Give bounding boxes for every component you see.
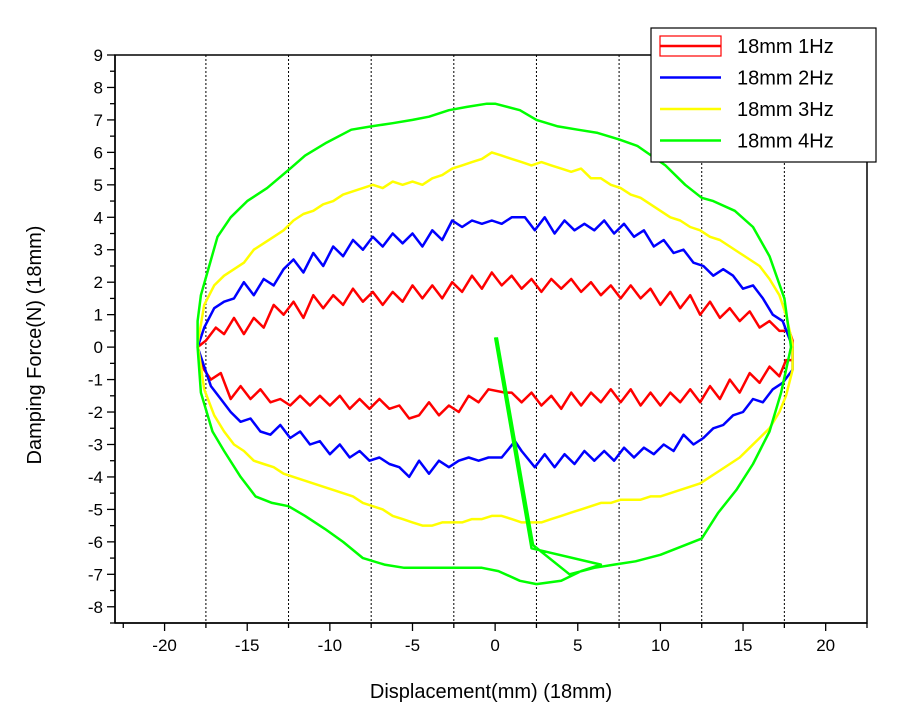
x-tick-label: -10 bbox=[318, 636, 343, 655]
y-tick-label: 7 bbox=[94, 111, 103, 130]
y-tick-label: -6 bbox=[88, 533, 103, 552]
y-tick-label: 0 bbox=[94, 338, 103, 357]
y-tick-label: 9 bbox=[94, 46, 103, 65]
series-line-0 bbox=[196, 271, 794, 420]
y-tick-label: 6 bbox=[94, 143, 103, 162]
y-tick-label: 5 bbox=[94, 176, 103, 195]
x-axis-title: Displacement(mm) (18mm) bbox=[370, 681, 612, 703]
x-tick-label: 0 bbox=[490, 636, 499, 655]
x-tick-label: 10 bbox=[651, 636, 670, 655]
series-line-3 bbox=[196, 102, 793, 586]
legend-label-1: 18mm 2Hz bbox=[737, 68, 834, 90]
x-tick-label: -20 bbox=[152, 636, 177, 655]
legend-label-3: 18mm 4Hz bbox=[737, 131, 834, 153]
y-tick-label: -7 bbox=[88, 565, 103, 584]
y-tick-label: -2 bbox=[88, 403, 103, 422]
legend: 18mm 1Hz 18mm 2Hz 18mm 3Hz 18mm 4Hz bbox=[650, 27, 877, 163]
vertical-grid-lines bbox=[205, 55, 785, 623]
y-tick-label: 4 bbox=[94, 208, 103, 227]
x-tick-label: 20 bbox=[816, 636, 835, 655]
y-tick-label: 3 bbox=[94, 241, 103, 260]
legend-label-0: 18mm 1Hz bbox=[737, 36, 834, 58]
y-axis: -8 -7 -6 -5 -4 -3 -2 -1 0 1 2 3 4 5 6 7 8 9 bbox=[88, 46, 116, 624]
y-tick-label: 2 bbox=[94, 273, 103, 292]
series-line-1 bbox=[196, 216, 794, 479]
series-line-2 bbox=[196, 151, 794, 527]
x-tick-label: -15 bbox=[235, 636, 260, 655]
y-tick-label: -5 bbox=[88, 500, 103, 519]
y-tick-label: 8 bbox=[94, 78, 103, 97]
y-tick-label: 1 bbox=[94, 306, 103, 325]
y-axis-title: Damping Force(N) (18mm) bbox=[24, 226, 46, 465]
x-tick-label: 15 bbox=[734, 636, 753, 655]
y-tick-label: -4 bbox=[88, 468, 103, 487]
y-tick-label: -1 bbox=[88, 371, 103, 390]
legend-label-2: 18mm 3Hz bbox=[737, 99, 834, 121]
x-tick-label: 5 bbox=[573, 636, 582, 655]
series-layer bbox=[196, 102, 794, 586]
y-tick-label: -8 bbox=[88, 598, 103, 617]
x-axis: -20 -15 -10 -5 0 5 10 15 20 bbox=[115, 622, 868, 655]
x-tick-label: -5 bbox=[405, 636, 420, 655]
y-tick-label: -3 bbox=[88, 435, 103, 454]
